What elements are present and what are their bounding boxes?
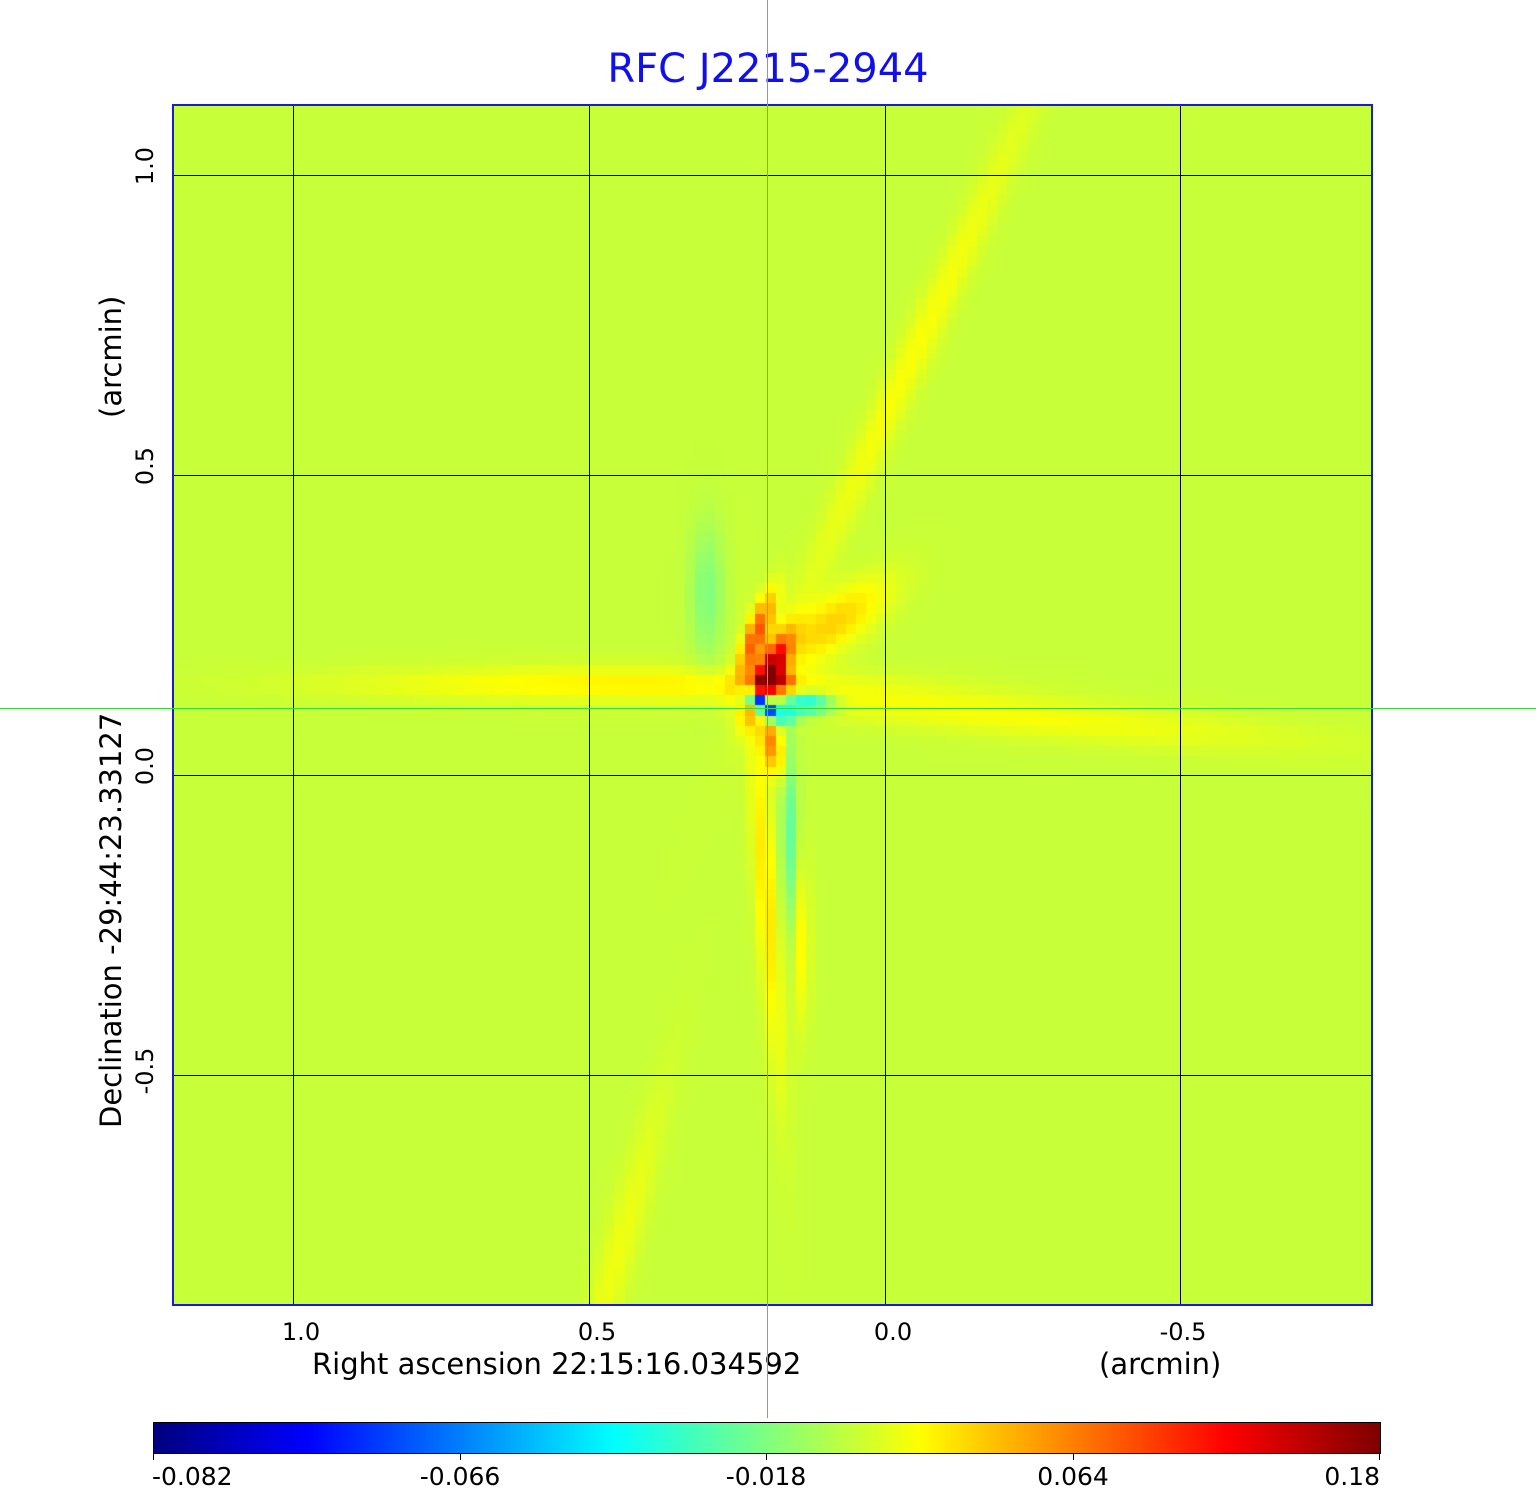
colorbar-tick-label: -0.018 [725,1462,807,1491]
colorbar-tick [153,1453,154,1460]
y-tick-label: 0.0 [131,746,159,786]
colorbar-tick [1379,1453,1380,1460]
grid-line-x [293,104,294,1306]
grid-line-y [172,175,1373,176]
x-tick-label: 0.5 [577,1318,617,1346]
colorbar-tick-label: 0.064 [1037,1462,1109,1491]
grid-line-y [172,475,1373,476]
plot-frame [172,104,1373,1306]
y-tick-label: -0.5 [131,1047,159,1095]
grid-line-x [885,104,886,1306]
x-tick-label: 1.0 [281,1318,321,1346]
x-axis-unit: (arcmin) [1099,1347,1222,1381]
y-tick-label: 1.0 [131,146,159,186]
colorbar-tick [1073,1453,1074,1460]
colorbar [153,1422,1381,1454]
grid-line-y [172,1075,1373,1076]
x-axis-label: Right ascension 22:15:16.034592 [312,1347,802,1381]
crosshair-horizontal [0,708,1536,709]
colorbar-tick [766,1453,767,1460]
x-tick-label: -0.5 [1159,1318,1207,1346]
colorbar-tick [460,1453,461,1460]
x-tick-label: 0.0 [873,1318,913,1346]
grid-line-y [172,775,1373,776]
chart-title: RFC J2215-2944 [607,46,929,92]
colorbar-tick-label: -0.066 [419,1462,501,1491]
y-tick-label: 0.5 [131,446,159,486]
colorbar-tick-label: -0.082 [152,1462,233,1491]
heatmap-image [172,104,1373,1306]
crosshair-vertical [767,0,768,1418]
y-axis-label: Declination -29:44:23.33127 [94,712,128,1128]
colorbar-tick-label: 0.18 [1324,1462,1380,1491]
grid-line-x [1180,104,1181,1306]
grid-line-x [589,104,590,1306]
plot-area [172,104,1373,1306]
y-axis-unit: (arcmin) [94,295,128,418]
